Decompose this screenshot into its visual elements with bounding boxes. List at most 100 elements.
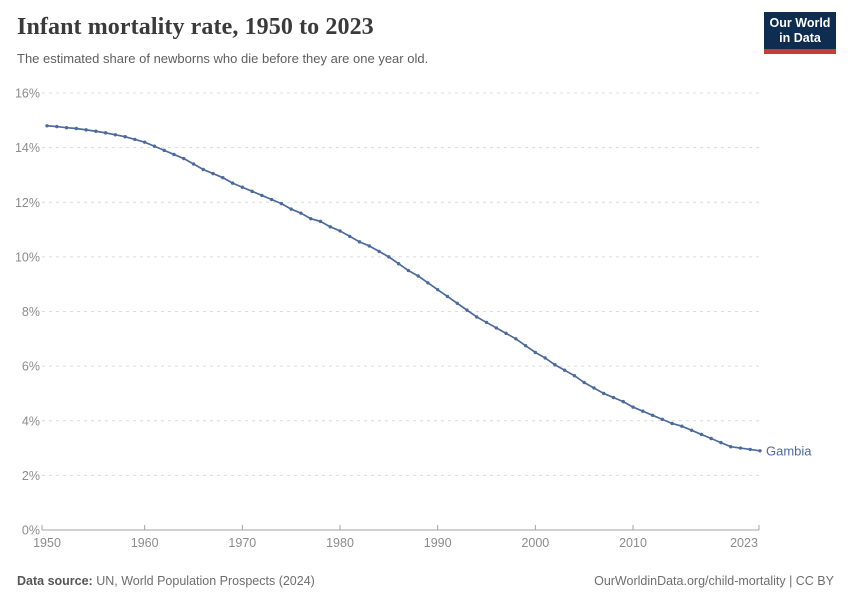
- owid-logo[interactable]: Our World in Data: [764, 12, 836, 54]
- y-tick-label-16: 16%: [15, 87, 40, 101]
- data-point-2023: [758, 449, 762, 453]
- owid-logo-line1: Our World: [769, 16, 831, 30]
- y-tick-label-10: 10%: [15, 250, 40, 264]
- data-point-1975: [289, 207, 293, 211]
- data-point-1960: [142, 140, 147, 144]
- data-point-1978: [318, 219, 323, 224]
- data-point-1968: [221, 175, 225, 180]
- data-point-2022: [748, 447, 752, 452]
- chart-footer: Data source: UN, World Population Prospe…: [0, 568, 850, 600]
- x-tick-label-1950: 1950: [33, 536, 61, 550]
- x-tick-label-2000: 2000: [521, 536, 549, 550]
- data-point-2005: [582, 380, 586, 385]
- data-point-1965: [191, 162, 196, 166]
- data-source-label: Data source:: [17, 574, 93, 588]
- chart-header: Infant mortality rate, 1950 to 2023 The …: [0, 0, 850, 80]
- data-point-1991: [445, 294, 450, 299]
- data-point-2008: [611, 395, 616, 400]
- x-tick-label-2023: 2023: [730, 536, 758, 550]
- y-tick-label-6: 6%: [22, 360, 40, 374]
- data-point-1958: [123, 135, 127, 139]
- data-point-1996: [494, 326, 498, 330]
- data-point-1976: [299, 211, 303, 215]
- data-source-note: Data source: UN, World Population Prospe…: [17, 574, 315, 588]
- data-point-1988: [416, 274, 420, 278]
- y-tick-label-2: 2%: [22, 469, 40, 483]
- data-point-1951: [55, 124, 59, 129]
- data-point-1993: [465, 308, 469, 312]
- data-point-1973: [269, 197, 274, 202]
- data-point-2021: [738, 446, 743, 450]
- footer-link[interactable]: OurWorldinData.org/child-mortality | CC …: [594, 574, 834, 588]
- data-point-1956: [103, 131, 108, 135]
- data-point-1982: [357, 240, 362, 244]
- x-tick-label-2010: 2010: [619, 536, 647, 550]
- data-point-1972: [260, 193, 264, 198]
- chart-title: Infant mortality rate, 1950 to 2023: [17, 14, 374, 40]
- data-point-1983: [367, 244, 372, 248]
- data-point-1980: [338, 229, 342, 233]
- data-point-1986: [396, 262, 401, 266]
- data-point-1967: [211, 171, 215, 176]
- y-tick-label-8: 8%: [22, 305, 40, 319]
- data-point-1953: [74, 126, 79, 131]
- data-point-2010: [631, 405, 635, 409]
- data-point-2018: [709, 436, 713, 441]
- data-point-1979: [328, 225, 332, 229]
- data-point-1997: [504, 331, 508, 336]
- data-point-2001: [543, 356, 547, 360]
- data-point-2002: [553, 363, 557, 367]
- y-tick-label-12: 12%: [15, 196, 40, 210]
- data-point-2015: [680, 424, 684, 428]
- data-point-1952: [64, 125, 69, 130]
- data-source-value: UN, World Population Prospects (2024): [92, 574, 315, 588]
- data-point-1999: [523, 343, 528, 348]
- data-point-1985: [387, 255, 391, 259]
- data-point-1954: [84, 128, 88, 132]
- data-point-1969: [230, 181, 235, 185]
- x-tick-label-1960: 1960: [131, 536, 159, 550]
- chart-subtitle: The estimated share of newborns who die …: [17, 51, 429, 66]
- y-tick-label-0: 0%: [22, 524, 40, 538]
- data-point-1989: [426, 281, 430, 285]
- data-point-2016: [689, 428, 694, 433]
- series-label-gambia[interactable]: Gambia: [766, 443, 812, 458]
- data-point-1957: [113, 133, 118, 137]
- data-point-2019: [719, 440, 723, 445]
- data-point-2014: [670, 421, 674, 426]
- data-point-2003: [562, 368, 567, 372]
- data-point-1994: [475, 315, 479, 319]
- data-point-1959: [133, 137, 137, 142]
- data-point-1995: [484, 320, 489, 325]
- data-point-1950: [45, 124, 49, 128]
- data-point-2017: [699, 432, 704, 437]
- data-point-1977: [309, 216, 313, 221]
- data-point-1963: [172, 152, 176, 157]
- infant-mortality-line-chart[interactable]: 0% 2% 4% 6% 8% 10% 12% 14% 16% 1950 1960 1970 1980 19…: [0, 80, 850, 558]
- data-point-2013: [660, 417, 665, 422]
- x-tick-label-1970: 1970: [228, 536, 256, 550]
- x-tick-label-1990: 1990: [424, 536, 452, 550]
- data-point-2009: [621, 399, 625, 404]
- data-point-1961: [152, 144, 157, 148]
- data-point-2007: [602, 391, 606, 396]
- series-line-gambia[interactable]: [46, 124, 761, 452]
- data-point-1998: [514, 337, 518, 341]
- y-tick-label-4: 4%: [22, 414, 40, 428]
- data-point-1955: [94, 129, 98, 133]
- data-point-1971: [250, 189, 254, 194]
- data-point-1964: [182, 156, 186, 161]
- data-point-1974: [279, 201, 284, 206]
- x-tick-label-1980: 1980: [326, 536, 354, 550]
- data-point-2012: [650, 413, 655, 417]
- data-point-1990: [435, 287, 440, 292]
- data-point-1970: [240, 185, 245, 189]
- data-point-2020: [729, 445, 733, 449]
- data-point-1981: [348, 234, 352, 239]
- data-point-2000: [533, 350, 538, 355]
- data-point-1966: [201, 167, 205, 172]
- data-point-1984: [377, 249, 381, 254]
- data-point-2011: [641, 409, 645, 413]
- data-point-2006: [592, 386, 596, 390]
